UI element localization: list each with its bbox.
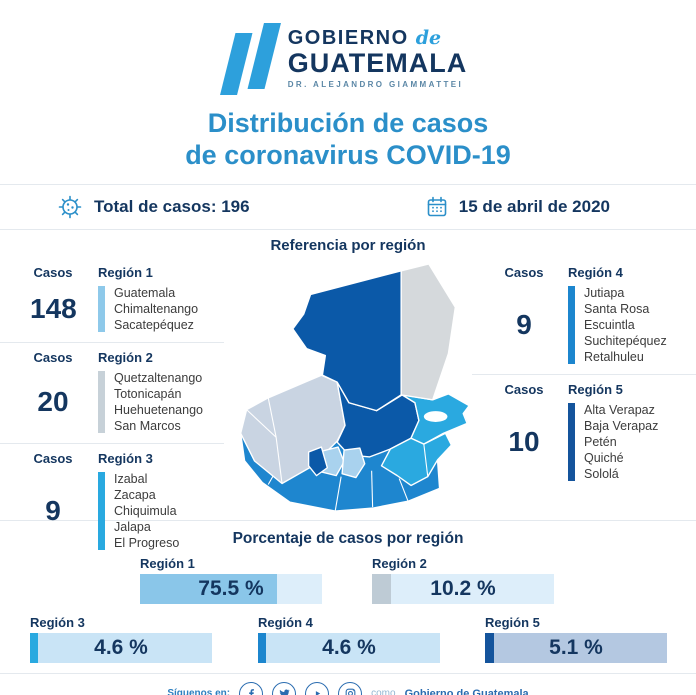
region-5-name: Región 5	[568, 381, 623, 397]
bar-label: Región 3	[30, 614, 85, 630]
title-line1: Distribución de casos	[207, 108, 489, 138]
region-2-cases: 20	[37, 385, 69, 417]
reference-section: Casos Región 1 148 Guatemala Chimaltenan…	[0, 258, 696, 550]
bar-label: Región 4	[258, 614, 313, 630]
total-cases-label: Total de casos: 196	[94, 196, 250, 216]
percentage-section: Porcentaje de casos por región Región 1 …	[0, 521, 696, 663]
region-2-departments: Quetzaltenango Totonicapán Huehuetenango…	[114, 370, 203, 433]
map-neighbor-belize	[400, 262, 457, 401]
bar-fill	[140, 573, 278, 604]
follow-label: Síguenos en:	[167, 688, 231, 695]
bar-region-3: Región 3 4.6 %	[30, 615, 212, 663]
region-1-cases: 148	[30, 292, 77, 324]
region-4-cases: 9	[516, 308, 532, 340]
bar-label: Región 5	[485, 614, 540, 630]
region-3-name: Región 3	[98, 450, 153, 466]
bar-label: Región 2	[372, 555, 427, 571]
region-1-departments: Guatemala Chimaltenango Sacatepéquez	[114, 285, 199, 332]
cases-header: Casos	[504, 264, 544, 280]
social-footer: Síguenos en: como Gobierno de Guatemala	[0, 674, 696, 695]
map-region3-east	[380, 432, 453, 486]
calendar-icon	[427, 196, 447, 217]
bar-region-1: Región 1 75.5 %	[140, 556, 322, 604]
facebook-icon[interactable]	[239, 681, 264, 695]
instagram-icon[interactable]	[338, 681, 363, 695]
legend-right-panel: Casos Región 4 9 Jutiapa Santa Rosa Escu…	[472, 258, 696, 520]
bar-value: 5.1 %	[549, 635, 603, 659]
bar-track: 5.1 %	[485, 632, 667, 663]
region-2-color-bar	[98, 370, 105, 433]
bar-region-2: Región 2 10.2 %	[372, 556, 554, 604]
bar-value: 4.6 %	[322, 635, 376, 659]
region-3-block: Casos Región 3 9 Izabal Zacapa Chiquimul…	[0, 444, 224, 560]
region-3-cases: 9	[45, 494, 61, 526]
region-5-color-bar	[568, 402, 575, 481]
account-label: Gobierno de Guatemala	[404, 687, 529, 695]
como-label: como	[371, 688, 396, 695]
map-region5-wedge	[307, 446, 329, 477]
logo-de: de	[415, 27, 442, 50]
region-5-cases: 10	[508, 425, 540, 457]
bar-track: 4.6 %	[258, 632, 440, 663]
bar-track: 4.6 %	[30, 632, 212, 663]
region-1-block: Casos Región 1 148 Guatemala Chimaltenan…	[0, 258, 224, 343]
youtube-icon[interactable]	[305, 681, 330, 695]
logo-guatemala: GUATEMALA	[287, 48, 468, 79]
cases-header: Casos	[33, 450, 73, 466]
bar-region-5: Región 5 5.1 %	[485, 615, 667, 663]
divider	[0, 672, 696, 674]
map-region1-patch2	[341, 447, 366, 479]
virus-icon	[58, 195, 82, 219]
government-logo: GOBIERNO de GUATEMALA DR. ALEJANDRO GIAM…	[0, 0, 696, 100]
region-4-name: Región 4	[568, 264, 623, 280]
reference-heading: Referencia por región	[270, 236, 426, 254]
map-lake-izabal	[423, 410, 448, 422]
divider	[0, 228, 696, 230]
stats-row: Total de casos: 196 15 de abril de 2020	[0, 185, 696, 229]
twitter-icon[interactable]	[272, 681, 297, 695]
divider	[0, 519, 696, 521]
bar-value: 75.5 %	[198, 576, 264, 600]
bar-fill	[372, 573, 391, 604]
bar-fill	[485, 632, 495, 663]
region-1-color-bar	[98, 285, 105, 332]
region-2-name: Región 2	[98, 349, 153, 365]
report-date: 15 de abril de 2020	[425, 195, 610, 219]
region-4-departments: Jutiapa Santa Rosa Escuintla Suchitepéqu…	[584, 285, 667, 364]
cases-header: Casos	[33, 349, 73, 365]
bar-value: 10.2 %	[430, 576, 496, 600]
region-5-departments: Alta Verapaz Baja Verapaz Petén Quiché S…	[584, 402, 659, 481]
bar-value: 4.6 %	[94, 635, 148, 659]
legend-left-panel: Casos Región 1 148 Guatemala Chimaltenan…	[0, 258, 224, 550]
title-line2: de coronavirus COVID-19	[185, 139, 511, 170]
region-2-block: Casos Región 2 20 Quetzaltenango Totonic…	[0, 343, 224, 444]
region-5-block: Casos Región 5 10 Alta Verapaz Baja Vera…	[472, 375, 696, 491]
logo-subtitle: DR. ALEJANDRO GIAMMATTEI	[287, 80, 464, 90]
bar-fill	[30, 632, 39, 663]
page-title: Distribución de casos de coronavirus COV…	[0, 100, 696, 184]
region-1-name: Región 1	[98, 264, 153, 280]
bar-label: Región 1	[140, 555, 195, 571]
guatemala-map	[239, 262, 470, 512]
total-cases: Total de casos: 196	[56, 193, 250, 221]
region-4-block: Casos Región 4 9 Jutiapa Santa Rosa Escu…	[472, 258, 696, 375]
region-3-departments: Izabal Zacapa Chiquimula Jalapa El Progr…	[114, 471, 180, 550]
cases-header: Casos	[33, 264, 73, 280]
divider	[0, 183, 696, 185]
bar-track: 75.5 %	[140, 573, 322, 604]
logo-bars-icon	[219, 23, 281, 95]
region-3-color-bar	[98, 471, 105, 550]
region-4-color-bar	[568, 285, 575, 364]
bar-track: 10.2 %	[372, 573, 554, 604]
chart-title: Porcentaje de casos por región	[232, 529, 464, 547]
report-date-label: 15 de abril de 2020	[458, 196, 610, 216]
cases-header: Casos	[504, 381, 544, 397]
bar-fill	[258, 632, 267, 663]
bar-region-4: Región 4 4.6 %	[258, 615, 440, 663]
logo-gobierno: GOBIERNO	[287, 27, 409, 50]
